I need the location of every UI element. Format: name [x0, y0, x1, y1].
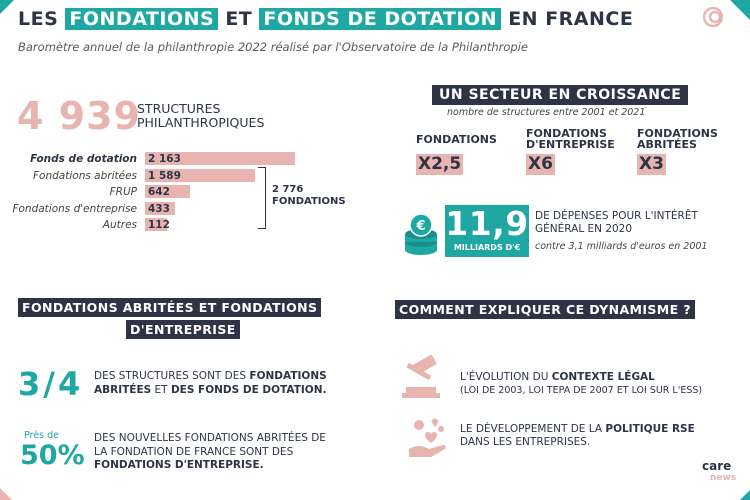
page-subtitle: Baromètre annuel de la philanthropie 202… — [18, 40, 528, 54]
news-logo-text: news — [710, 473, 737, 483]
bar — [145, 218, 167, 231]
section-abritees-heading-line2: D'ENTREPRISE — [126, 320, 240, 339]
percent-description: DES NOUVELLES FONDATIONS ABRITÉES DE LA … — [94, 432, 326, 471]
reason-rse: LE DÉVELOPPEMENT DE LA POLITIQUE RSE DAN… — [460, 423, 695, 448]
growth-label-abritees: FONDATIONS ABRITÉES — [637, 127, 718, 151]
fraction-stat: 3/4 — [18, 365, 84, 403]
bar-label: Fonds de dotation — [30, 153, 137, 165]
growth-value-abritees: X3 — [637, 154, 666, 175]
reason-legal: L'ÉVOLUTION DU CONTEXTE LÉGAL (LOI DE 20… — [460, 371, 703, 396]
gavel-icon — [402, 355, 440, 398]
bar — [145, 152, 295, 165]
euro-coins-icon: € — [405, 213, 437, 255]
bar-value: 433 — [148, 202, 170, 215]
growth-label-entreprise: FONDATIONS D'ENTREPRISE — [526, 127, 615, 151]
money-highlight: 11,9 MILLIARDS D'€ — [445, 205, 529, 257]
total-structures-label: STRUCTURES PHILANTHROPIQUES — [137, 101, 265, 130]
bar — [145, 168, 256, 182]
percent-stat: 50% — [20, 440, 85, 471]
growth-value-entreprise: X6 — [526, 154, 555, 175]
growth-value-fondations: X2,5 — [416, 154, 464, 175]
fraction-description: DES STRUCTURES SONT DES FONDATIONS ABRIT… — [94, 370, 327, 396]
care-logo-text: care — [702, 459, 732, 473]
care-news-logo-icon — [703, 7, 723, 27]
bar — [145, 185, 190, 198]
svg-text:€: € — [415, 219, 425, 234]
bar-value: 1 589 — [148, 169, 181, 182]
secteur-subtitle: nombre de structures entre 2001 et 2021 — [447, 107, 646, 118]
bar-label: FRUP — [109, 186, 137, 198]
hand-giving-icon — [409, 418, 446, 457]
bar-label: Fondations d'entreprise — [12, 202, 137, 215]
growth-label-fondations: FONDATIONS — [416, 133, 497, 146]
section-dynamisme-heading: COMMENT EXPLIQUER CE DYNAMISME ? — [395, 300, 695, 319]
page-title: LES FONDATIONS ET FONDS DE DOTATION EN F… — [18, 8, 634, 30]
money-comparison: contre 3,1 milliards d'euros en 2001 — [535, 241, 708, 252]
secteur-title: UN SECTEUR EN CROISSANCE — [432, 85, 689, 105]
bar-value: 642 — [148, 186, 170, 198]
money-description: DE DÉPENSES POUR L'INTÉRÊT GÉNÉRAL EN 20… — [535, 210, 698, 235]
bar-value: 112 — [148, 219, 170, 231]
bar-label: Fondations abritées — [33, 169, 137, 182]
percent-prefix: Près de — [24, 430, 59, 441]
bar-label: Autres — [102, 219, 137, 231]
bar-value: 2 163 — [148, 153, 181, 165]
total-structures-number: 4 939 — [17, 94, 141, 138]
fondations-total: 2 776 FONDATIONS — [272, 184, 346, 207]
fondations-brace — [258, 167, 266, 229]
section-abritees-heading-line1: FONDATIONS ABRITÉES ET FONDATIONS — [18, 298, 322, 317]
bar — [145, 201, 176, 215]
